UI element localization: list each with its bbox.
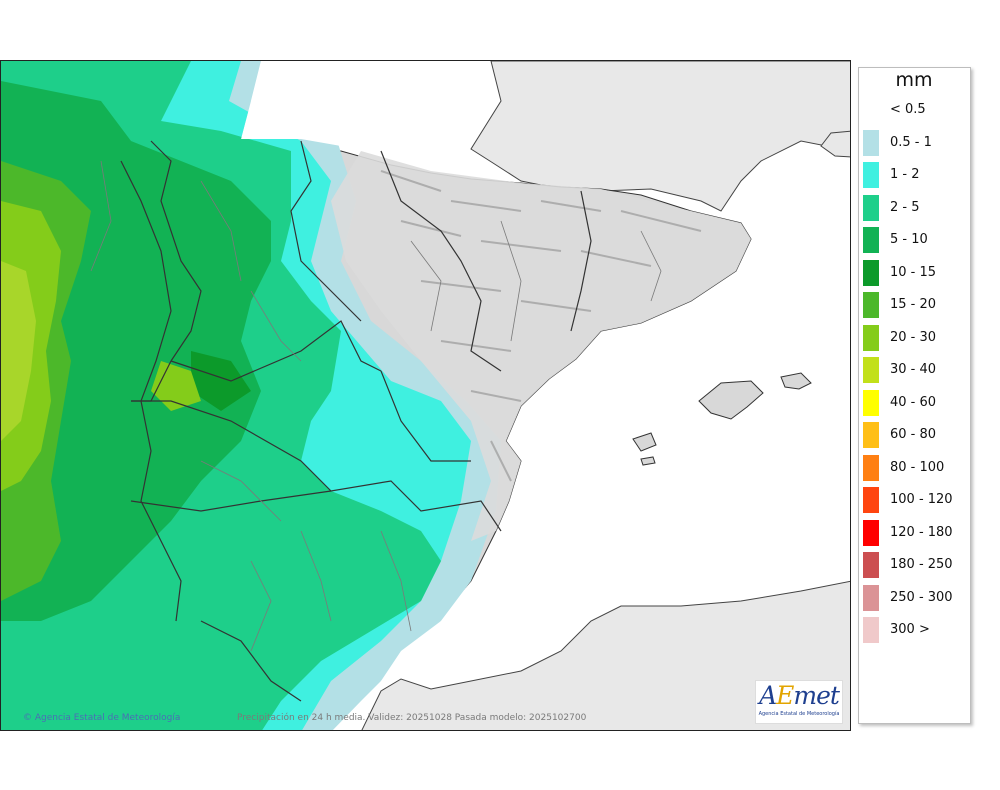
province-borders xyxy=(90,160,662,652)
legend-swatch xyxy=(863,97,879,123)
aemet-logo[interactable]: AEmet Agencia Estatal de Meteorología xyxy=(755,680,843,724)
legend-swatch xyxy=(863,487,879,513)
map-caption: Precipitación en 24 h media. Validez: 20… xyxy=(237,713,587,723)
formentera xyxy=(640,456,656,466)
legend-swatch xyxy=(863,422,879,448)
legend-item: 30 - 40 xyxy=(863,357,969,383)
zone-10-15 xyxy=(191,351,251,411)
legend-label: 1 - 2 xyxy=(890,167,920,182)
dry-area xyxy=(331,151,751,541)
legend-label: 30 - 40 xyxy=(890,362,937,377)
copyright-credit: © Agencia Estatal de Meteorología xyxy=(23,713,181,723)
legend-swatch xyxy=(863,292,879,318)
legend-panel: mm < 0.5 0.5 - 1 1 - 2 2 - 5 5 - 10 10 - 15 15… xyxy=(858,67,971,724)
legend-label: 5 - 10 xyxy=(890,232,928,247)
legend-label: 100 - 120 xyxy=(890,492,953,507)
legend-item: 15 - 20 xyxy=(863,292,969,318)
legend-swatch xyxy=(863,162,879,188)
north-africa-land xyxy=(361,580,850,730)
map-canvas xyxy=(1,61,850,730)
legend-swatch xyxy=(863,194,879,221)
legend-swatch xyxy=(863,129,879,156)
legend-item: 1 - 2 xyxy=(863,162,969,188)
mallorca xyxy=(698,380,764,420)
legend-label: 40 - 60 xyxy=(890,394,937,410)
legend-label: 60 - 80 xyxy=(890,427,937,442)
legend-label: 300 > xyxy=(890,622,930,637)
aemet-logo-wordmark: AEmet xyxy=(759,681,840,710)
menorca xyxy=(780,372,812,390)
legend-swatch xyxy=(863,552,879,578)
legend-label: 120 - 180 xyxy=(890,524,953,540)
legend-swatch xyxy=(863,357,879,383)
legend-swatch xyxy=(863,617,879,643)
legend-swatch xyxy=(863,389,879,416)
legend-swatch xyxy=(863,519,879,546)
legend-label: 0.5 - 1 xyxy=(890,134,932,150)
legend-item: 300 > xyxy=(863,617,969,643)
legend-item: 180 - 250 xyxy=(863,552,969,578)
legend-item: 40 - 60 xyxy=(863,389,969,416)
zone-30-40 xyxy=(1,261,36,441)
legend-swatch xyxy=(863,259,879,286)
legend-label: 250 - 300 xyxy=(890,589,953,605)
legend-swatch xyxy=(863,227,879,253)
legend-item: 80 - 100 xyxy=(863,454,969,481)
legend-swatch xyxy=(863,584,879,611)
legend-item: < 0.5 xyxy=(863,97,969,123)
legend-item: 120 - 180 xyxy=(863,519,969,546)
legend-label: 20 - 30 xyxy=(890,329,937,345)
legend-unit: mm xyxy=(895,69,933,91)
legend-label: 80 - 100 xyxy=(890,459,945,475)
legend-item: 60 - 80 xyxy=(863,422,969,448)
legend-item: 5 - 10 xyxy=(863,227,969,253)
legend-item: 20 - 30 xyxy=(863,324,969,351)
region-borders xyxy=(130,140,592,702)
aemet-logo-subtitle: Agencia Estatal de Meteorología xyxy=(758,711,840,717)
legend-item: 2 - 5 xyxy=(863,194,969,221)
legend-label: 2 - 5 xyxy=(890,199,920,215)
precipitation-map[interactable]: © Agencia Estatal de Meteorología Precip… xyxy=(0,60,851,731)
relief-texture xyxy=(380,170,702,482)
legend-item: 250 - 300 xyxy=(863,584,969,611)
legend-swatch xyxy=(863,454,879,481)
legend-item: 0.5 - 1 xyxy=(863,129,969,156)
legend-item: 100 - 120 xyxy=(863,487,969,513)
legend-label: 15 - 20 xyxy=(890,297,937,312)
legend-label: 10 - 15 xyxy=(890,264,937,280)
legend-swatch xyxy=(863,324,879,351)
ibiza xyxy=(632,432,657,452)
legend-label: < 0.5 xyxy=(890,102,926,117)
portugal-border xyxy=(120,160,182,622)
zone-20-30-inland xyxy=(151,361,201,411)
legend-label: 180 - 250 xyxy=(890,557,953,572)
legend-item: 10 - 15 xyxy=(863,259,969,286)
island-edge xyxy=(820,130,850,158)
